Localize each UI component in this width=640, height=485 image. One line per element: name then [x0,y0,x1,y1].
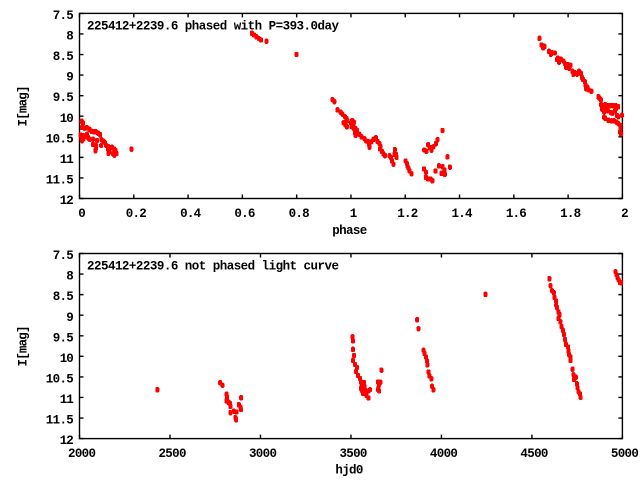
svg-text:11.5: 11.5 [46,414,74,428]
svg-text:1.4: 1.4 [452,207,473,221]
svg-text:9: 9 [66,71,74,85]
svg-text:2000: 2000 [68,447,96,461]
svg-text:10.5: 10.5 [46,132,74,146]
svg-text:I[mag]: I[mag] [17,86,31,127]
svg-text:11: 11 [60,393,74,407]
svg-text:2: 2 [621,207,629,221]
svg-text:5000: 5000 [611,447,639,461]
svg-text:8: 8 [66,30,74,44]
svg-text:1.8: 1.8 [560,207,581,221]
svg-text:1.6: 1.6 [506,207,527,221]
svg-text:1.2: 1.2 [397,207,418,221]
svg-text:1: 1 [350,207,358,221]
svg-text:phase: phase [332,224,367,238]
svg-text:3000: 3000 [249,447,277,461]
svg-text:0.6: 0.6 [234,207,255,221]
svg-text:225412+2239.6 not phased light: 225412+2239.6 not phased light curve [87,259,339,273]
svg-text:0.8: 0.8 [289,207,310,221]
svg-text:10.5: 10.5 [46,372,74,386]
svg-text:8.5: 8.5 [53,50,74,64]
svg-text:12: 12 [60,194,74,208]
svg-text:10: 10 [60,352,74,366]
svg-text:9.5: 9.5 [53,331,74,345]
svg-text:10: 10 [60,112,74,126]
svg-text:9: 9 [66,311,74,325]
svg-text:3500: 3500 [339,447,367,461]
svg-text:hjd0: hjd0 [335,463,363,477]
svg-text:11.5: 11.5 [46,173,74,187]
svg-text:4500: 4500 [520,447,548,461]
svg-text:12: 12 [60,434,74,448]
svg-text:225412+2239.6 phased with P=39: 225412+2239.6 phased with P=393.0day [87,19,339,33]
svg-text:9.5: 9.5 [53,91,74,105]
svg-text:0: 0 [78,207,86,221]
svg-text:8: 8 [66,270,74,284]
svg-text:I[mag]: I[mag] [17,326,31,367]
svg-text:2500: 2500 [158,447,186,461]
svg-text:4000: 4000 [430,447,458,461]
svg-text:0.2: 0.2 [126,207,147,221]
svg-text:8.5: 8.5 [53,290,74,304]
svg-text:7.5: 7.5 [53,9,74,23]
svg-text:0.4: 0.4 [180,207,201,221]
svg-text:7.5: 7.5 [53,249,74,263]
svg-text:11: 11 [60,153,74,167]
